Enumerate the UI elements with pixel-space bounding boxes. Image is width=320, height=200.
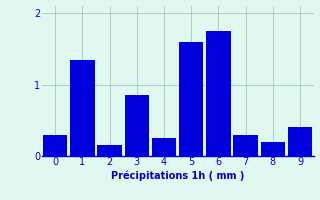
Bar <box>124 95 149 156</box>
X-axis label: Précipitations 1h ( mm ): Précipitations 1h ( mm ) <box>111 170 244 181</box>
Bar <box>206 31 231 156</box>
Bar <box>233 135 258 156</box>
Bar <box>179 42 204 156</box>
Bar <box>152 138 176 156</box>
Bar <box>70 60 95 156</box>
Bar <box>43 135 68 156</box>
Bar <box>260 142 285 156</box>
Bar <box>97 145 122 156</box>
Bar <box>288 127 312 156</box>
